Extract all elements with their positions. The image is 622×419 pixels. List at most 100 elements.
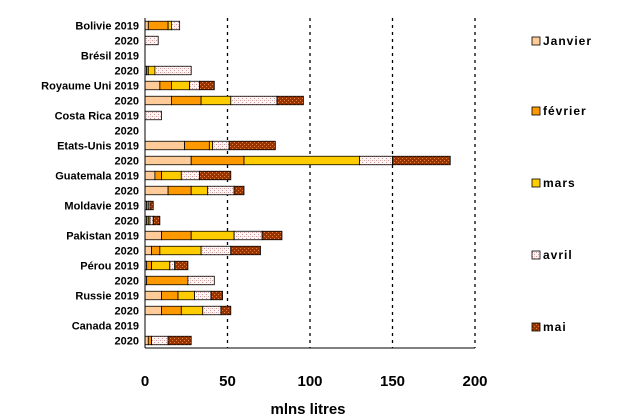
- bar-segment: [191, 156, 244, 165]
- bar-segment: [181, 306, 202, 315]
- x-tick-label: 200: [462, 373, 487, 390]
- bar-segment: [145, 111, 162, 120]
- bar-segment: [148, 21, 168, 30]
- bar-segment: [145, 231, 162, 240]
- bar-segment: [152, 261, 170, 270]
- bar-segment: [231, 96, 277, 105]
- x-tick-label: 150: [380, 373, 405, 390]
- legend-swatch: [532, 37, 540, 45]
- vertical-gridlines: [228, 18, 476, 348]
- bar-segment: [145, 246, 152, 255]
- bar-segment: [147, 261, 152, 270]
- legend-label: février: [543, 104, 587, 118]
- category-label: 2020: [115, 96, 139, 108]
- bar-segment: [162, 171, 182, 180]
- category-label: Canada 2019: [72, 321, 139, 333]
- legend-swatch: [532, 323, 540, 331]
- bar-segment: [160, 81, 172, 90]
- bar-segment: [150, 216, 153, 225]
- category-label: Guatemala 2019: [55, 171, 139, 183]
- bar-segment: [195, 291, 212, 300]
- bar-segment: [168, 336, 191, 345]
- bar-segment: [152, 336, 169, 345]
- bar-segment: [244, 156, 360, 165]
- bar-segment: [147, 276, 188, 285]
- bar-segment: [171, 81, 189, 90]
- bar-segment: [145, 36, 158, 45]
- bar-segment: [155, 171, 162, 180]
- bar-segment: [162, 231, 192, 240]
- category-labels: Bolivie 20192020Brésil 20192020Royaume U…: [41, 21, 139, 348]
- bar-segment: [234, 231, 262, 240]
- bar-segment: [148, 336, 151, 345]
- legend-label: mars: [543, 176, 576, 190]
- bar-segment: [145, 96, 171, 105]
- bar-segment: [201, 246, 231, 255]
- bar-segment: [211, 291, 223, 300]
- category-label: Brésil 2019: [81, 51, 139, 63]
- bar-segment: [148, 66, 155, 75]
- legend-swatch: [532, 179, 540, 187]
- bar-segment: [175, 261, 188, 270]
- legend-swatch: [532, 251, 540, 259]
- category-label: 2020: [115, 36, 139, 48]
- bar-segment: [262, 231, 282, 240]
- category-label: Pérou 2019: [80, 261, 139, 273]
- bar-segment: [393, 156, 451, 165]
- bar-segment: [152, 246, 160, 255]
- bar-segment: [188, 276, 214, 285]
- legend: Janvier février mars avril mai: [532, 34, 592, 334]
- bar-segment: [191, 231, 234, 240]
- category-label: Moldavie 2019: [64, 201, 139, 213]
- category-label: 2020: [115, 126, 139, 138]
- bar-segment: [145, 186, 168, 195]
- bar-segment: [229, 141, 275, 150]
- category-label: 2020: [115, 246, 139, 258]
- bar-segment: [170, 261, 175, 270]
- bar-segment: [201, 96, 231, 105]
- bar-segment: [185, 141, 210, 150]
- bar-segment: [213, 141, 230, 150]
- legend-label: mai: [543, 320, 567, 334]
- x-tick-labels: 0 50 100 150 200: [141, 373, 488, 390]
- bar-segment: [145, 306, 162, 315]
- bar-segment: [160, 246, 201, 255]
- bar-segment: [199, 81, 214, 90]
- x-axis-title: mlns litres: [270, 401, 345, 418]
- category-label: Pakistan 2019: [66, 231, 139, 243]
- bar-segment: [191, 186, 208, 195]
- bar-segment: [162, 306, 182, 315]
- bar-segment: [181, 171, 199, 180]
- bar-segment: [145, 171, 155, 180]
- bar-segment: [145, 291, 162, 300]
- bar-segment: [231, 246, 261, 255]
- category-label: Etats-Unis 2019: [57, 141, 139, 153]
- bar-segment: [153, 216, 160, 225]
- bar-segment: [145, 81, 160, 90]
- category-label: 2020: [115, 276, 139, 288]
- category-label: Russie 2019: [75, 291, 139, 303]
- category-label: 2020: [115, 306, 139, 318]
- x-tick-label: 100: [297, 373, 322, 390]
- bar-segment: [234, 186, 244, 195]
- x-tick-label: 0: [141, 373, 149, 390]
- bar-segment: [360, 156, 393, 165]
- category-label: 2020: [115, 336, 139, 348]
- bar-segment: [168, 21, 171, 30]
- bar-segment: [171, 96, 201, 105]
- category-label: Royaume Uni 2019: [41, 81, 139, 93]
- legend-label: Janvier: [543, 34, 592, 48]
- bar-segment: [168, 186, 191, 195]
- bar-segment: [199, 171, 230, 180]
- category-label: 2020: [115, 66, 139, 78]
- legend-swatch: [532, 107, 540, 115]
- bar-segment: [208, 186, 234, 195]
- category-label: 2020: [115, 216, 139, 228]
- category-label: 2020: [115, 186, 139, 198]
- bar-segment: [171, 21, 179, 30]
- bar-segment: [277, 96, 303, 105]
- bar-segment: [145, 156, 191, 165]
- category-label: 2020: [115, 156, 139, 168]
- bar-segment: [221, 306, 231, 315]
- bar-segment: [145, 141, 185, 150]
